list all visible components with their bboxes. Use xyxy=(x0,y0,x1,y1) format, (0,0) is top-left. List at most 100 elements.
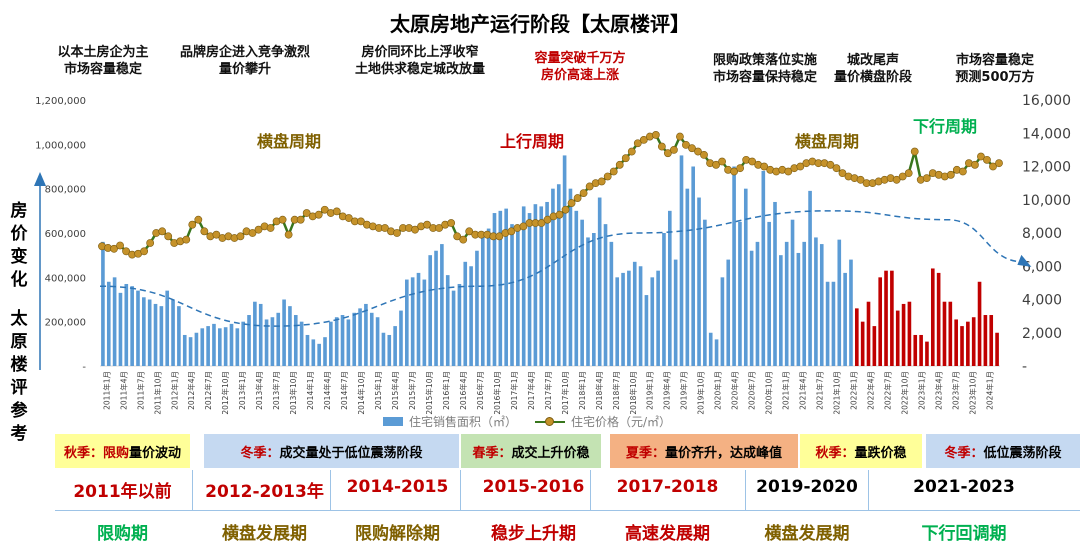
season-text: 量价齐升，达成峰值 xyxy=(665,445,783,461)
annotation-line: 城改尾声 xyxy=(846,53,899,68)
bar xyxy=(147,299,152,366)
bar xyxy=(136,290,140,366)
bar xyxy=(580,219,584,366)
year-range-3: 2014-2015 xyxy=(346,477,449,497)
x-tick: 2016年4月 xyxy=(458,371,468,410)
price-point xyxy=(561,205,570,214)
annotation-7: 市场容量稳定 预测500万方 xyxy=(935,52,1055,86)
price-point xyxy=(730,167,739,176)
side-char: 变 xyxy=(10,247,28,267)
bar xyxy=(229,323,234,366)
price-point xyxy=(826,160,835,169)
period-5: 高速发展期 xyxy=(625,524,710,544)
side-char: 评 xyxy=(10,378,28,398)
price-point xyxy=(122,247,130,256)
bar xyxy=(592,233,596,366)
bar xyxy=(182,334,187,366)
price-point xyxy=(447,219,456,227)
price-point xyxy=(736,164,745,173)
phase-label-3: 横盘周期 xyxy=(795,132,860,151)
price-point xyxy=(977,152,985,161)
bar xyxy=(428,255,433,366)
price-point xyxy=(116,241,124,250)
y-right-tick: 16,000 xyxy=(1022,93,1071,109)
bar xyxy=(597,197,602,366)
side-char: 考 xyxy=(10,424,28,444)
bar-recent xyxy=(942,301,947,366)
bar xyxy=(369,312,374,366)
y-right-tick: 14,000 xyxy=(1022,126,1071,142)
bar xyxy=(352,312,357,366)
y-left-tick: 600,000 xyxy=(45,229,86,240)
x-tick: 2013年10月 xyxy=(288,371,298,415)
x-tick: 2022年1月 xyxy=(849,371,859,410)
bar xyxy=(463,261,468,366)
price-point xyxy=(892,175,901,184)
x-tick: 2018年7月 xyxy=(611,371,621,410)
bar-recent xyxy=(913,334,918,366)
x-tick: 2012年7月 xyxy=(203,371,213,410)
annotation-line: 土地供求稳定城改放量 xyxy=(354,62,485,77)
annotation-2: 品牌房企进入竞争激烈 量价攀升 xyxy=(160,44,330,78)
bar xyxy=(825,281,830,366)
x-tick: 2011年7月 xyxy=(135,371,145,410)
price-point xyxy=(712,160,720,169)
legend-bar-label: 住宅销售面积（㎡） xyxy=(409,415,518,429)
x-tick: 2023年1月 xyxy=(916,371,926,410)
bar xyxy=(445,275,450,366)
price-point xyxy=(573,194,582,202)
price-point xyxy=(971,160,979,169)
bar xyxy=(235,328,240,366)
bar xyxy=(521,206,526,366)
annotation-line: 以本土房企为主 xyxy=(57,45,149,60)
bar-recent xyxy=(960,326,964,366)
bar xyxy=(334,317,339,366)
divider xyxy=(590,470,591,510)
bar xyxy=(843,272,847,366)
x-tick: 2013年1月 xyxy=(237,371,247,410)
bar xyxy=(346,319,351,366)
y-right-tick: - xyxy=(1022,359,1027,375)
bar xyxy=(305,334,310,366)
price-point xyxy=(164,232,173,241)
x-tick: 2022年4月 xyxy=(865,371,875,410)
bar-recent xyxy=(954,319,958,366)
annotation-line: 房价同环比上浮收窄 xyxy=(361,45,479,60)
period-3: 限购解除期 xyxy=(355,524,440,544)
side-label-source: 太原楼评参考 xyxy=(8,308,30,446)
price-point xyxy=(567,199,576,207)
price-point xyxy=(314,210,323,219)
bar xyxy=(562,155,567,366)
bar xyxy=(814,237,818,366)
year-range-7: 2021-2023 xyxy=(913,477,1015,497)
x-tick: 2022年10月 xyxy=(899,371,909,415)
price-point xyxy=(320,205,329,214)
price-point xyxy=(435,224,444,232)
x-tick: 2016年1月 xyxy=(441,371,451,410)
x-tick: 2011年10月 xyxy=(152,371,162,415)
bar-recent xyxy=(919,334,923,366)
divider xyxy=(330,470,331,510)
legend: 住宅销售面积（㎡） 住宅价格（元/㎡） xyxy=(383,413,671,430)
bar xyxy=(667,210,672,366)
price-point xyxy=(682,140,690,149)
price-point xyxy=(784,167,793,176)
annotation-line: 市场容量保持稳定 xyxy=(712,70,817,85)
bar xyxy=(726,259,731,366)
x-tick: 2014年10月 xyxy=(356,371,366,415)
price-point xyxy=(236,232,245,241)
price-point xyxy=(676,132,684,141)
legend-line-label: 住宅价格（元/㎡） xyxy=(571,415,672,429)
price-point xyxy=(718,157,726,166)
phase-label-1: 横盘周期 xyxy=(257,132,322,151)
bar xyxy=(714,339,719,366)
period-7: 下行回调期 xyxy=(921,524,1007,544)
price-point xyxy=(621,154,630,163)
bar xyxy=(153,303,158,366)
annotation-line: 市场容量稳定 xyxy=(63,62,142,77)
bar xyxy=(101,241,105,366)
y-left-tick: 800,000 xyxy=(45,185,86,196)
bar xyxy=(270,317,275,366)
y-left-tick: 400,000 xyxy=(45,273,86,284)
price-point xyxy=(344,214,353,222)
